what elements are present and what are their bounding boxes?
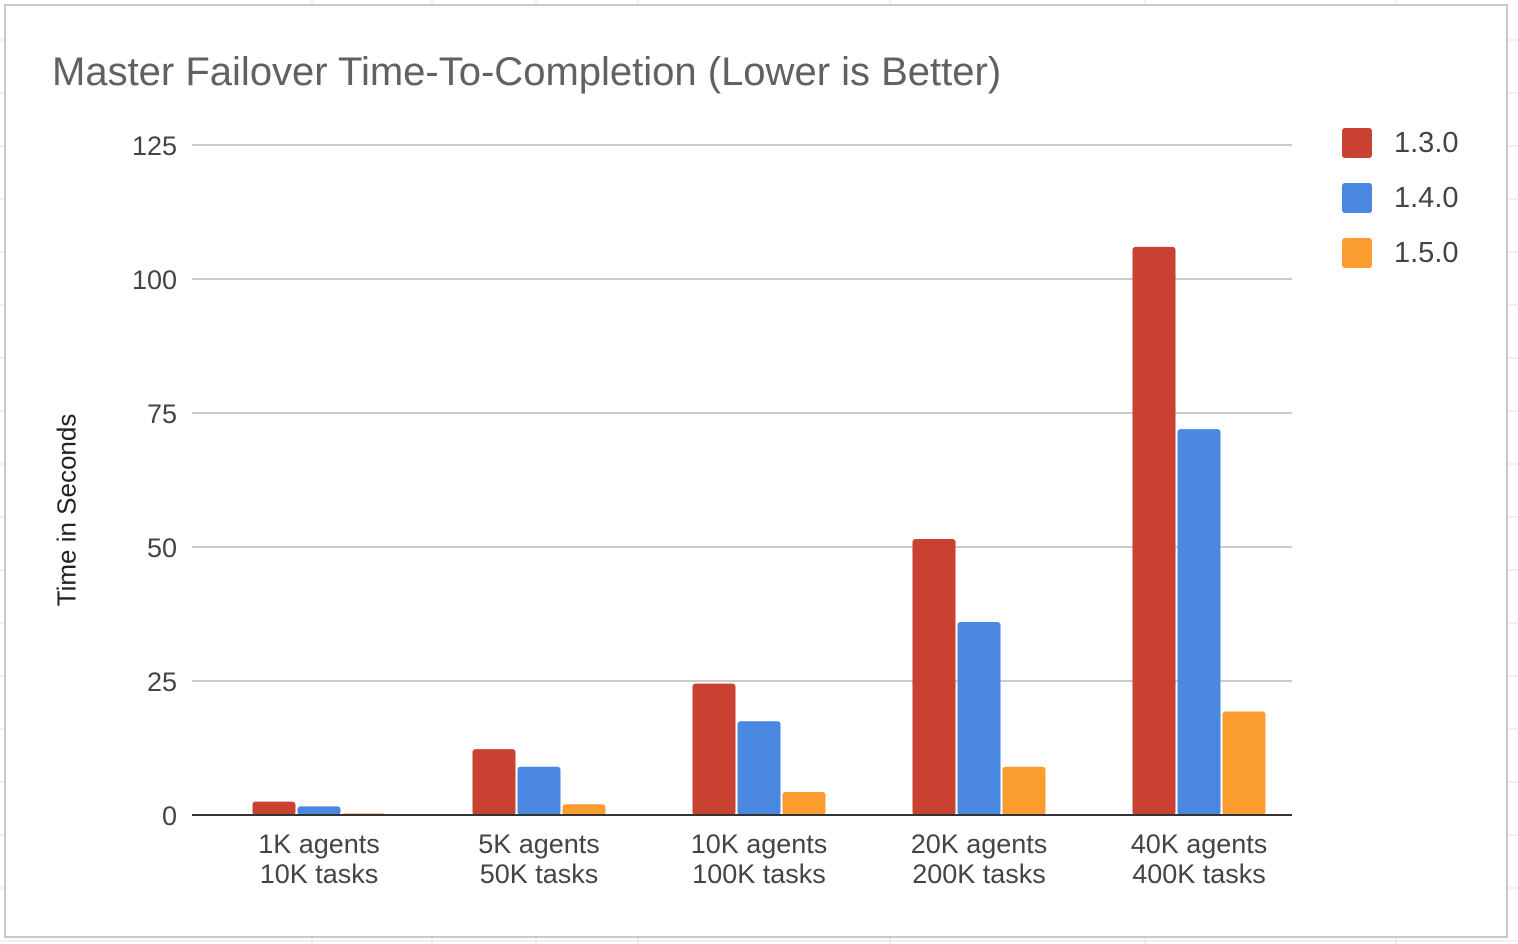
y-axis-title: Time in Seconds (51, 413, 82, 607)
bars (252, 246, 1266, 816)
bar-1-5-0-5[interactable] (1222, 711, 1266, 815)
x-tick-label: 50K tasks (480, 859, 599, 889)
x-tick-label: 10K agents (691, 829, 828, 859)
bar-1-4-0-1[interactable] (297, 806, 341, 815)
bar-1-5-0-2[interactable] (562, 804, 606, 815)
legend-label: 1.5.0 (1394, 236, 1459, 269)
chart-title: Master Failover Time-To-Completion (Lowe… (52, 50, 1002, 94)
bar-1-5-0-3[interactable] (782, 791, 826, 815)
y-tick-label: 25 (147, 667, 177, 697)
y-tick-label: 125 (132, 131, 177, 161)
bar-1-4-0-2[interactable] (517, 766, 561, 815)
legend-label: 1.3.0 (1394, 126, 1459, 159)
y-tick-label: 0 (162, 801, 177, 831)
x-tick-label: 5K agents (478, 829, 600, 859)
x-tick-label: 10K tasks (260, 859, 379, 889)
x-tick-label: 100K tasks (692, 859, 826, 889)
legend-item-1-3-0[interactable]: 1.3.0 (1342, 126, 1459, 159)
bar-1-3-0-4[interactable] (912, 538, 956, 815)
y-tick-label: 100 (132, 265, 177, 295)
y-axis-ticks: 0 25 50 75 100 125 (132, 131, 177, 831)
y-tick-label: 50 (147, 533, 177, 563)
y-tick-label: 75 (147, 399, 177, 429)
legend-item-1-5-0[interactable]: 1.5.0 (1342, 236, 1459, 269)
x-tick-label: 20K agents (911, 829, 1048, 859)
bar-1-4-0-3[interactable] (737, 721, 781, 815)
legend-label: 1.4.0 (1394, 181, 1459, 214)
bar-1-3-0-1[interactable] (252, 801, 296, 815)
x-tick-label: 400K tasks (1132, 859, 1266, 889)
x-tick-label: 40K agents (1131, 829, 1268, 859)
bar-1-5-0-4[interactable] (1002, 766, 1046, 815)
legend-swatch (1342, 128, 1372, 158)
bar-1-3-0-3[interactable] (692, 683, 736, 815)
legend-swatch (1342, 238, 1372, 268)
bar-1-4-0-4[interactable] (957, 622, 1001, 815)
x-tick-label: 1K agents (258, 829, 380, 859)
legend-swatch (1342, 183, 1372, 213)
x-tick-label: 200K tasks (912, 859, 1046, 889)
bar-1-3-0-2[interactable] (472, 749, 516, 815)
bar-1-3-0-5[interactable] (1132, 246, 1176, 816)
gridlines (192, 144, 1292, 682)
legend-item-1-4-0[interactable]: 1.4.0 (1342, 181, 1459, 214)
bar-1-4-0-5[interactable] (1177, 429, 1221, 815)
